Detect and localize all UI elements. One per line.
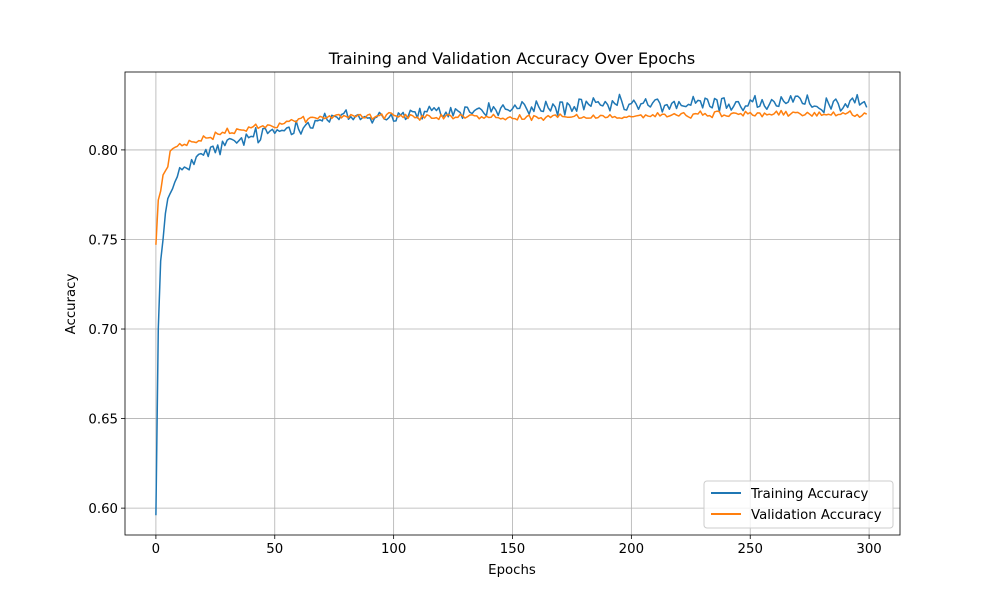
y-tick-label: 0.80 [88, 144, 118, 159]
x-tick-label: 250 [738, 542, 763, 557]
legend-label-validation: Validation Accuracy [751, 508, 882, 523]
x-tick-label: 0 [152, 542, 160, 557]
x-tick-label: 100 [381, 542, 406, 557]
grid [125, 72, 900, 535]
x-tick-label: 50 [266, 542, 283, 557]
axis-ticks: 0 50 100 150 200 250 300 0.60 0.65 0.70 0.75 0.80 [88, 144, 881, 557]
chart-title: Training and Validation Accuracy Over Ep… [328, 49, 696, 68]
y-tick-label: 0.60 [88, 502, 118, 517]
validation-accuracy-line [155, 109, 868, 245]
legend: Training Accuracy Validation Accuracy [703, 480, 894, 529]
x-tick-label: 300 [856, 542, 881, 557]
training-accuracy-line [155, 93, 868, 516]
legend-box [703, 480, 894, 529]
y-tick-label: 0.75 [88, 233, 118, 248]
y-axis-label: Accuracy [64, 274, 79, 335]
y-tick-label: 0.70 [88, 323, 118, 338]
legend-label-training: Training Accuracy [750, 487, 869, 502]
x-tick-label: 200 [619, 542, 644, 557]
y-tick-label: 0.65 [88, 413, 118, 428]
series-lines [155, 93, 868, 516]
x-tick-label: 150 [500, 542, 525, 557]
x-axis-label: Epochs [488, 563, 536, 578]
